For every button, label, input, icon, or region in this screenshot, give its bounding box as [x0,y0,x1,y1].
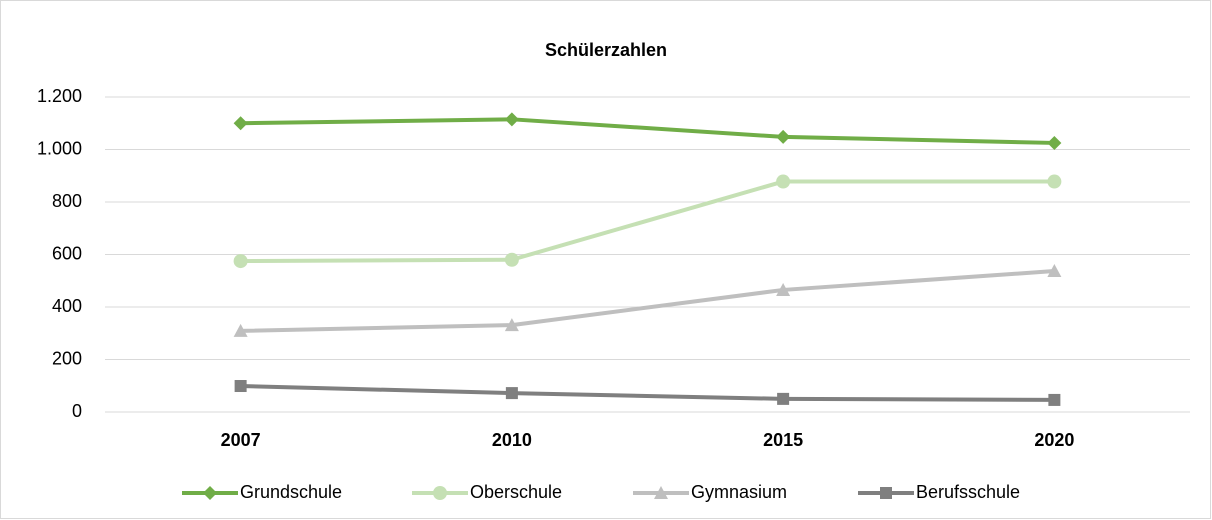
y-tick-label: 0 [72,401,82,421]
legend-label: Berufsschule [916,482,1020,502]
marker [1048,393,1061,406]
marker [776,282,791,296]
y-tick-label: 1.000 [37,138,82,158]
marker [777,392,790,405]
x-tick-label: 2015 [763,430,803,450]
marker [504,252,519,267]
marker [233,116,248,131]
y-tick-label: 800 [52,191,82,211]
y-tick-label: 400 [52,296,82,316]
marker [505,387,518,400]
legend-item: Gymnasium [633,482,787,502]
series-line [240,117,1055,145]
marker [1047,174,1062,189]
legend-item: Berufsschule [858,482,1020,502]
y-tick-label: 1.200 [37,86,82,106]
x-tick-label: 2010 [492,430,532,450]
legend-marker [433,486,447,500]
marker [1047,135,1062,150]
legend-marker [203,486,217,500]
legend-item: Oberschule [412,482,562,502]
y-tick-label: 200 [52,348,82,368]
marker [504,112,519,127]
marker [776,129,791,144]
legend-label: Gymnasium [691,482,787,502]
marker [233,254,248,269]
marker [234,380,247,393]
legend-marker [654,486,668,499]
marker [233,323,248,337]
x-tick-label: 2020 [1034,430,1074,450]
legend-label: Oberschule [470,482,562,502]
marker [1047,264,1062,278]
x-tick-label: 2007 [221,430,261,450]
legend-item: Grundschule [182,482,342,502]
series-line [240,384,1055,402]
marker [504,318,519,332]
legend-marker [880,487,892,499]
marker [776,174,791,189]
series-line [240,179,1055,264]
chart-title: Schülerzahlen [545,40,667,60]
legend-label: Grundschule [240,482,342,502]
y-tick-label: 600 [52,243,82,263]
series-line [240,269,1055,333]
